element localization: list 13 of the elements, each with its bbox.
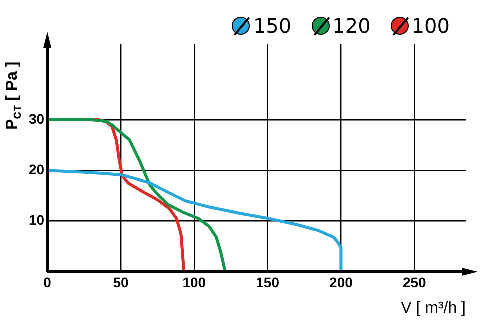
legend-label: 100 — [412, 14, 450, 38]
x-tick-label: 200 — [330, 274, 354, 290]
legend-label: 120 — [332, 14, 371, 38]
x-tick-label: 150 — [256, 274, 280, 290]
x-tick-label: 100 — [182, 274, 206, 290]
x-tick-label: 50 — [113, 274, 129, 290]
x-axis-title: V [ m³/h ] — [401, 300, 466, 317]
y-tick-label: 10 — [28, 212, 45, 228]
x-tick-label: 0 — [44, 274, 52, 290]
x-tick-label: 250 — [402, 274, 427, 290]
y-tick-label: 30 — [28, 110, 45, 127]
legend-label: 150 — [253, 14, 292, 38]
y-tick-label: 20 — [28, 162, 45, 178]
